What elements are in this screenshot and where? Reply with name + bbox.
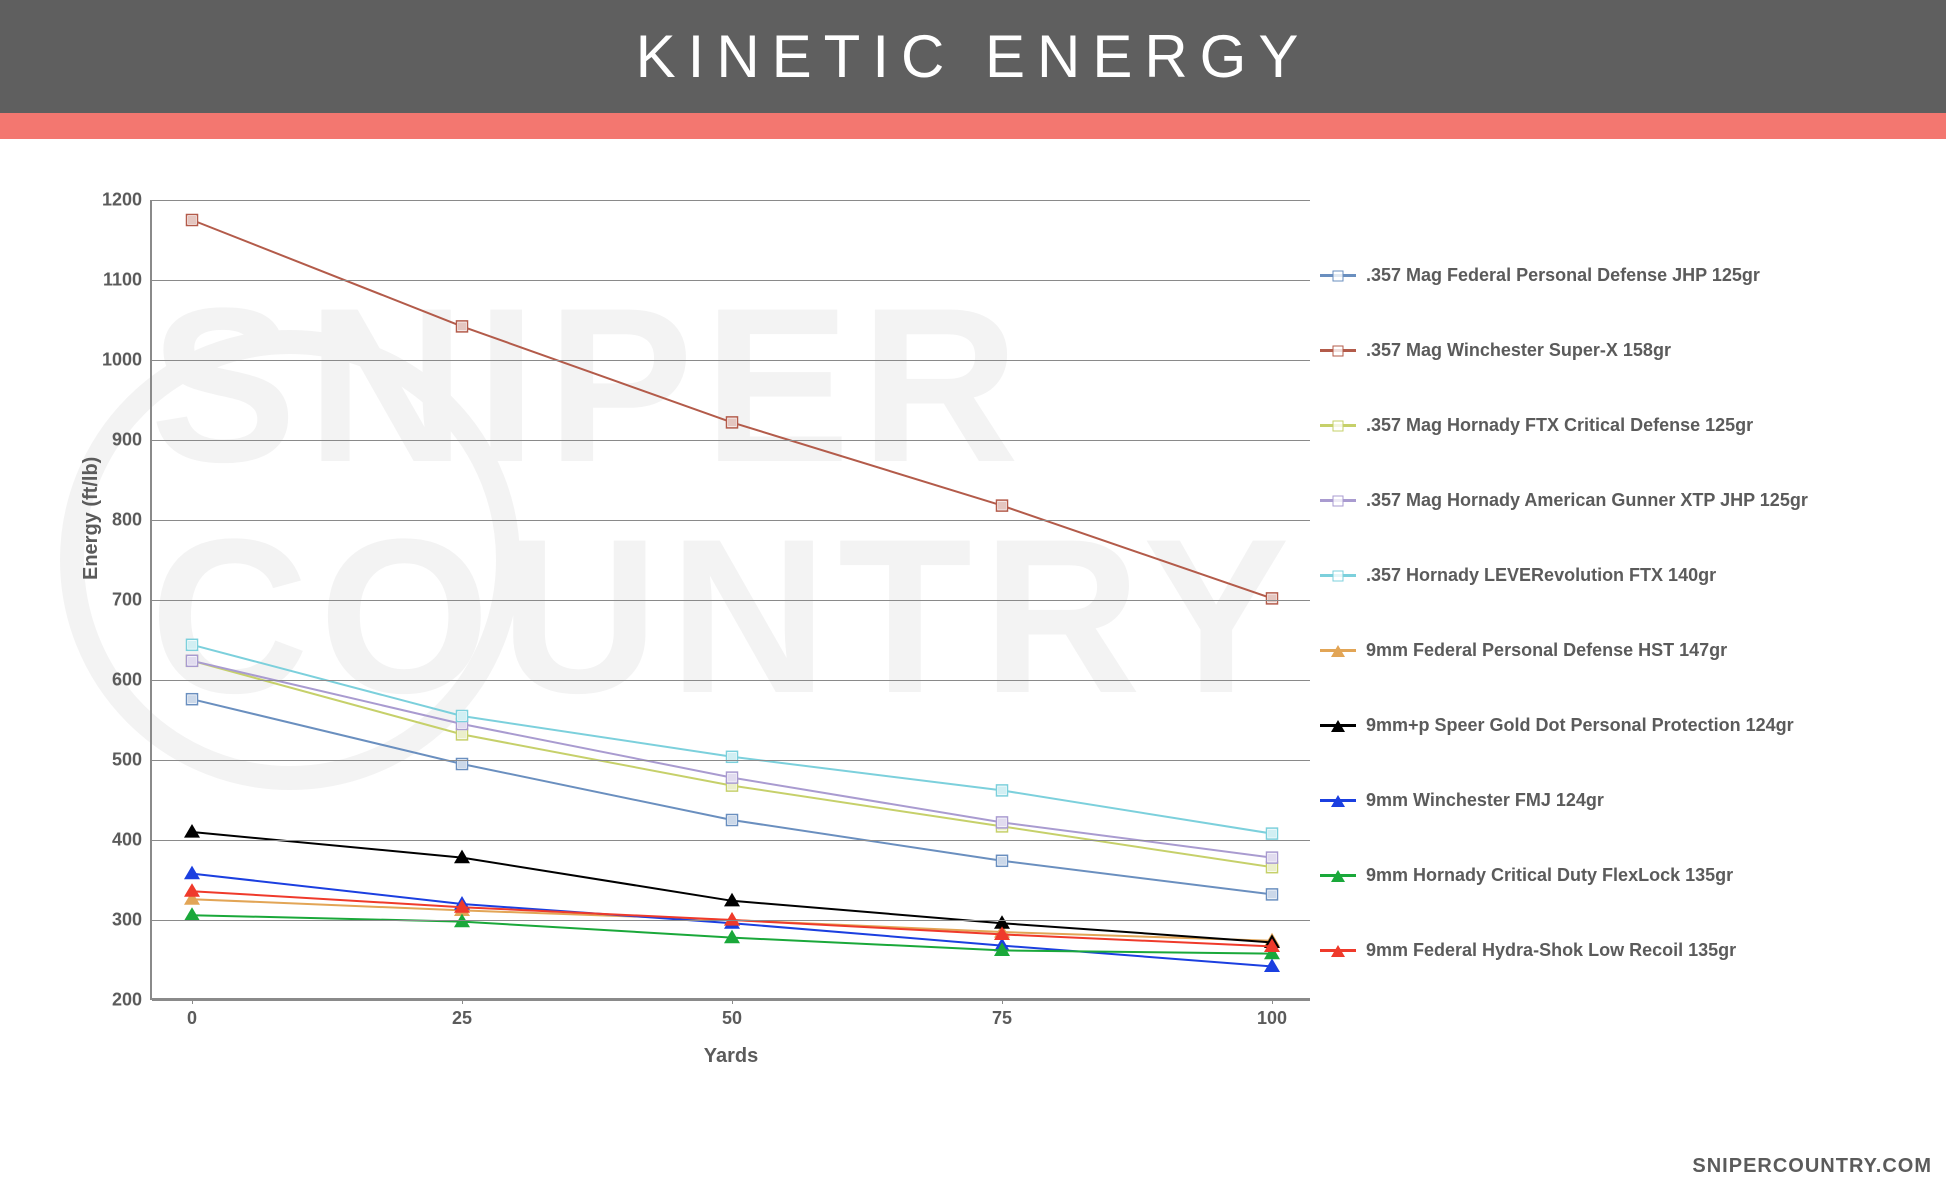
x-tick-label: 0 — [187, 1008, 197, 1029]
legend-swatch — [1320, 874, 1356, 877]
x-tick-label: 50 — [722, 1008, 742, 1029]
marker-triangle-icon — [184, 907, 200, 921]
x-tick-mark — [1272, 998, 1273, 1004]
attribution-text: SNIPERCOUNTRY.COM — [1692, 1155, 1932, 1178]
legend-item: .357 Mag Federal Personal Defense JHP 12… — [1320, 265, 1920, 286]
square-marker-icon — [1333, 345, 1344, 356]
triangle-marker-icon — [1331, 870, 1345, 882]
title-text: KINETIC ENERGY — [636, 23, 1311, 90]
accent-bar — [0, 113, 1946, 139]
series-line — [192, 699, 1272, 894]
legend-swatch — [1320, 949, 1356, 952]
legend-swatch — [1320, 724, 1356, 727]
square-marker-icon — [1333, 270, 1344, 281]
gridline — [152, 840, 1310, 841]
legend-swatch — [1320, 799, 1356, 802]
marker-triangle-icon — [184, 883, 200, 897]
y-tick-label: 900 — [112, 430, 142, 451]
legend-item: 9mm Winchester FMJ 124gr — [1320, 790, 1920, 811]
y-tick-label: 500 — [112, 750, 142, 771]
legend-label: .357 Mag Winchester Super-X 158gr — [1366, 340, 1671, 361]
gridline — [152, 760, 1310, 761]
legend-label: 9mm+p Speer Gold Dot Personal Protection… — [1366, 715, 1794, 736]
legend-item: 9mm Hornady Critical Duty FlexLock 135gr — [1320, 865, 1920, 886]
legend-label: 9mm Federal Personal Defense HST 147gr — [1366, 640, 1727, 661]
gridline — [152, 1000, 1310, 1001]
x-tick-label: 100 — [1257, 1008, 1287, 1029]
triangle-marker-icon — [1331, 945, 1345, 957]
y-tick-label: 700 — [112, 590, 142, 611]
y-tick-label: 1000 — [102, 350, 142, 371]
triangle-marker-icon — [1331, 795, 1345, 807]
triangle-marker-icon — [1331, 720, 1345, 732]
gridline — [152, 520, 1310, 521]
series-line — [192, 220, 1272, 598]
chart-container: Energy (ft/lb) Yards 2003004005006007008… — [70, 200, 1310, 1070]
y-tick-label: 200 — [112, 990, 142, 1011]
legend-label: 9mm Hornady Critical Duty FlexLock 135gr — [1366, 865, 1733, 886]
series-line — [192, 645, 1272, 834]
legend-item: 9mm Federal Personal Defense HST 147gr — [1320, 640, 1920, 661]
x-tick-mark — [1002, 998, 1003, 1004]
gridline — [152, 680, 1310, 681]
legend-item: .357 Mag Hornady American Gunner XTP JHP… — [1320, 490, 1920, 511]
legend-label: .357 Mag Hornady FTX Critical Defense 12… — [1366, 415, 1753, 436]
legend-swatch — [1320, 274, 1356, 277]
legend-item: 9mm Federal Hydra-Shok Low Recoil 135gr — [1320, 940, 1920, 961]
plot-region: Yards 2003004005006007008009001000110012… — [150, 200, 1310, 1000]
legend-swatch — [1320, 424, 1356, 427]
marker-triangle-icon — [184, 824, 200, 838]
gridline — [152, 920, 1310, 921]
legend-item: .357 Mag Hornady FTX Critical Defense 12… — [1320, 415, 1920, 436]
x-tick-label: 75 — [992, 1008, 1012, 1029]
legend-item: .357 Hornady LEVERevolution FTX 140gr — [1320, 565, 1920, 586]
gridline — [152, 200, 1310, 201]
gridline — [152, 360, 1310, 361]
legend-swatch — [1320, 574, 1356, 577]
gridline — [152, 280, 1310, 281]
y-axis-label: Energy (ft/lb) — [80, 457, 103, 580]
y-tick-label: 800 — [112, 510, 142, 531]
legend-swatch — [1320, 499, 1356, 502]
legend-label: 9mm Federal Hydra-Shok Low Recoil 135gr — [1366, 940, 1736, 961]
legend-label: .357 Mag Federal Personal Defense JHP 12… — [1366, 265, 1760, 286]
marker-triangle-icon — [184, 866, 200, 880]
x-tick-mark — [732, 998, 733, 1004]
gridline — [152, 440, 1310, 441]
x-tick-mark — [462, 998, 463, 1004]
square-marker-icon — [1333, 420, 1344, 431]
legend-item: 9mm+p Speer Gold Dot Personal Protection… — [1320, 715, 1920, 736]
y-tick-label: 300 — [112, 910, 142, 931]
x-tick-label: 25 — [452, 1008, 472, 1029]
square-marker-icon — [1333, 570, 1344, 581]
legend-label: 9mm Winchester FMJ 124gr — [1366, 790, 1604, 811]
legend-label: .357 Hornady LEVERevolution FTX 140gr — [1366, 565, 1716, 586]
x-tick-mark — [192, 998, 193, 1004]
page-title: KINETIC ENERGY — [0, 0, 1946, 113]
gridline — [152, 600, 1310, 601]
legend-label: .357 Mag Hornady American Gunner XTP JHP… — [1366, 490, 1808, 511]
legend-swatch — [1320, 649, 1356, 652]
legend-swatch — [1320, 349, 1356, 352]
x-axis-label: Yards — [704, 1045, 758, 1068]
triangle-marker-icon — [1331, 645, 1345, 657]
square-marker-icon — [1333, 495, 1344, 506]
y-tick-label: 1200 — [102, 190, 142, 211]
y-tick-label: 1100 — [103, 270, 142, 291]
legend-item: .357 Mag Winchester Super-X 158gr — [1320, 340, 1920, 361]
y-tick-label: 400 — [112, 830, 142, 851]
legend: .357 Mag Federal Personal Defense JHP 12… — [1320, 265, 1920, 1015]
y-tick-label: 600 — [112, 670, 142, 691]
